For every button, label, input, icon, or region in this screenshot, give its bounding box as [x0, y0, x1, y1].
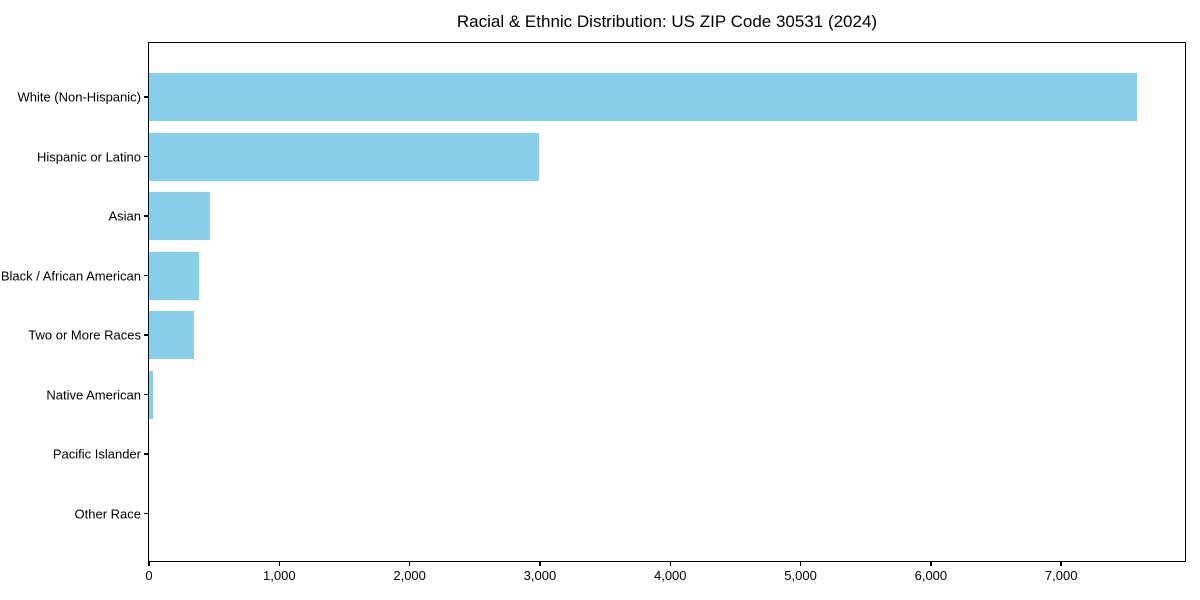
- y-tick-label: Asian: [108, 208, 141, 224]
- x-tick-mark: [799, 561, 802, 566]
- x-tick-mark: [930, 561, 932, 566]
- bar: [149, 251, 200, 300]
- chart-title: Racial & Ethnic Distribution: US ZIP Cod…: [456, 12, 878, 31]
- x-tick-label: 7,000: [1044, 568, 1078, 583]
- x-tick-label: 3,000: [523, 568, 557, 583]
- y-tick-mark: [144, 334, 149, 336]
- x-tick-label: 6,000: [914, 568, 948, 583]
- y-tick-mark: [144, 393, 149, 396]
- x-tick-label: 5,000: [784, 568, 817, 583]
- x-tick-mark: [148, 561, 150, 566]
- y-tick-label: Black / African American: [0, 268, 141, 283]
- bar: [149, 73, 1137, 121]
- y-tick-label: Pacific Islander: [52, 446, 141, 462]
- y-tick-label: Native American: [46, 387, 141, 402]
- y-tick-mark: [144, 274, 149, 277]
- x-tick-label: 0: [145, 568, 153, 583]
- x-tick-label: 4,000: [653, 568, 687, 583]
- y-tick-label: White (Non-Hispanic): [17, 89, 141, 105]
- x-tick-mark: [539, 561, 541, 566]
- y-tick-mark: [144, 96, 149, 98]
- bar: [149, 132, 539, 181]
- x-tick-mark: [669, 561, 671, 566]
- y-tick-mark: [144, 512, 149, 515]
- y-tick-label: Hispanic or Latino: [36, 149, 141, 164]
- plot-area: [148, 42, 1186, 562]
- bar: [149, 192, 210, 240]
- bar: [149, 311, 194, 359]
- x-tick-mark: [408, 561, 411, 566]
- y-tick-mark: [144, 215, 149, 217]
- x-tick-mark: [278, 561, 281, 566]
- y-tick-label: Other Race: [74, 506, 141, 521]
- y-tick-mark: [144, 155, 149, 158]
- y-tick-label: Two or More Races: [28, 327, 141, 343]
- y-tick-mark: [144, 453, 149, 455]
- bar: [149, 370, 153, 419]
- x-tick-label: 2,000: [393, 568, 426, 583]
- x-tick-label: 1,000: [263, 568, 296, 583]
- x-tick-mark: [1060, 561, 1062, 566]
